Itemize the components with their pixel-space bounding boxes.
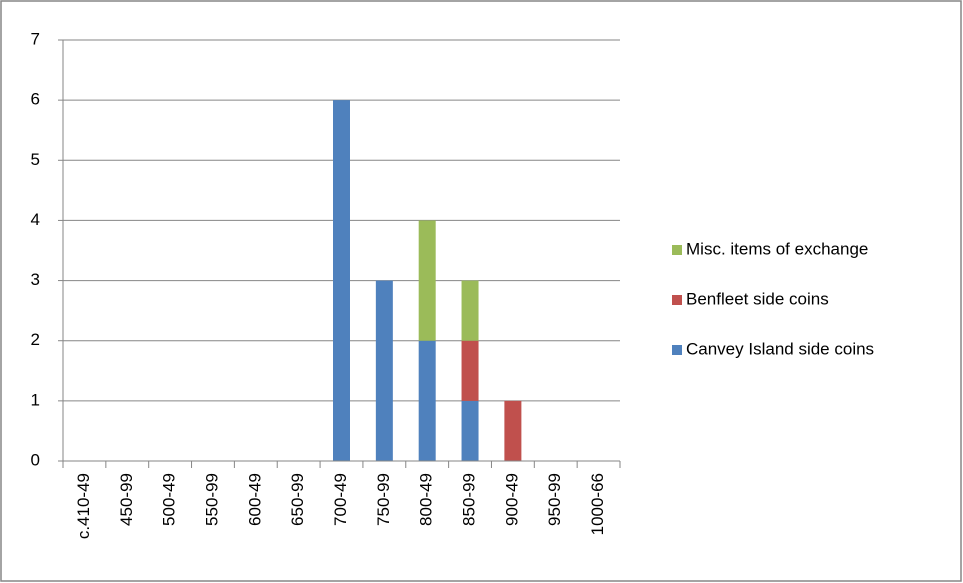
x-tick-label: 950-99 (545, 473, 564, 526)
bar-segment (461, 340, 479, 401)
legend-swatch (672, 295, 682, 305)
bar-segment (375, 280, 393, 461)
bar-segment (461, 280, 479, 341)
y-tick-label: 0 (31, 450, 40, 469)
legend-label: Canvey Island side coins (686, 339, 874, 358)
x-tick-label: 800-49 (417, 473, 436, 526)
bar-segment (461, 400, 479, 461)
y-tick-label: 7 (31, 29, 40, 48)
y-tick-label: 4 (31, 210, 40, 229)
bar-segment (418, 220, 436, 341)
y-tick-label: 5 (31, 150, 40, 169)
y-tick-label: 1 (31, 390, 40, 409)
x-tick-label: 650-99 (288, 473, 307, 526)
x-tick-label: c.410-49 (74, 473, 93, 539)
bar-segment (333, 100, 350, 462)
y-tick-label: 3 (31, 270, 40, 289)
x-tick-label: 550-99 (202, 473, 221, 526)
x-tick-label: 850-99 (460, 473, 479, 526)
x-tick-label: 700-49 (331, 473, 350, 526)
x-tick-label: 1000-66 (588, 473, 607, 535)
x-tick-label: 450-99 (117, 473, 136, 526)
x-tick-label: 500-49 (160, 473, 179, 526)
legend-label: Misc. items of exchange (686, 239, 868, 258)
x-tick-label: 900-49 (502, 473, 521, 526)
legend-label: Benfleet side coins (686, 289, 829, 308)
x-tick-label: 600-49 (245, 473, 264, 526)
y-tick-label: 2 (31, 330, 40, 349)
x-tick-label: 750-99 (374, 473, 393, 526)
legend-swatch (672, 245, 682, 255)
bar-segment (418, 340, 436, 461)
y-tick-label: 6 (31, 90, 40, 109)
legend-swatch (672, 345, 682, 355)
bar-segment (504, 400, 522, 461)
